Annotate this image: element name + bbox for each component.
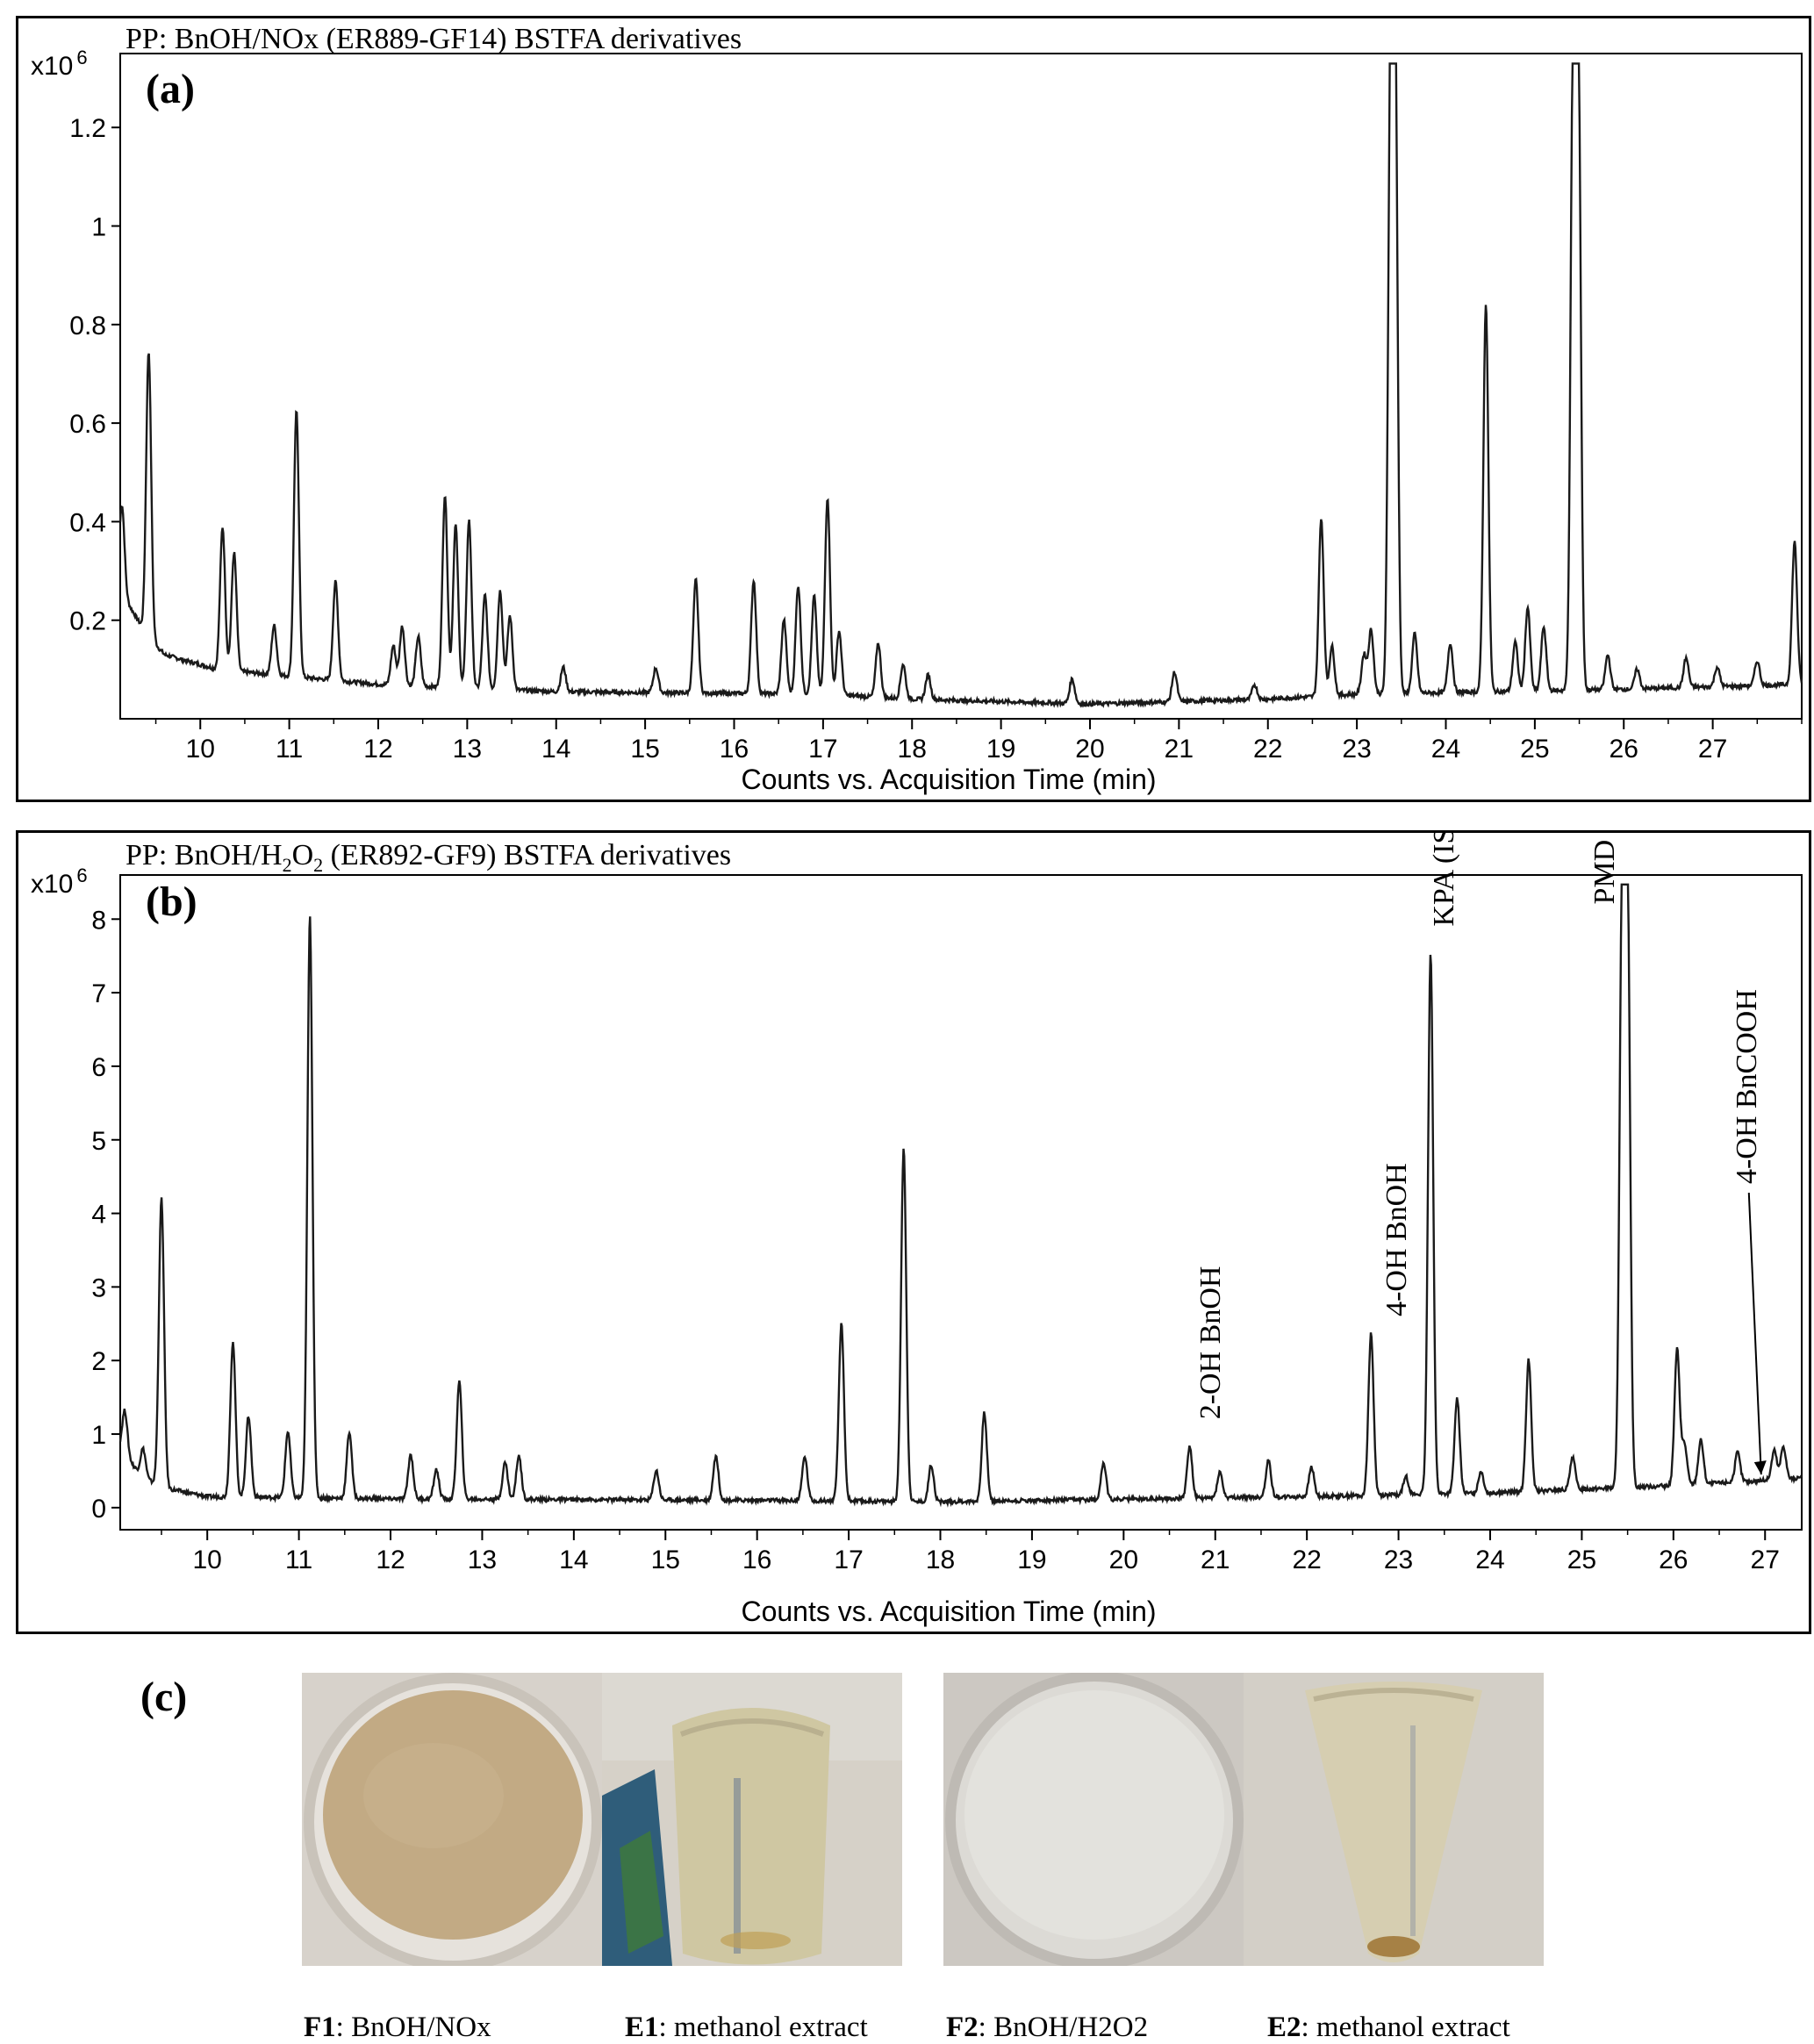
chart-b-x-tick-label: 27	[1751, 1546, 1780, 1574]
chart-b-x-tick-label: 13	[468, 1546, 497, 1574]
chart-a-x-tick-label: 11	[276, 735, 303, 764]
chart-b-y-tick-label: 0	[91, 1495, 106, 1524]
chart-a-y-tick-label: 1	[91, 213, 106, 242]
caption-e1: E1: methanol extract	[625, 2012, 868, 2043]
chart-b-x-tick-label: 11	[285, 1546, 312, 1574]
chart-b-x-tick-label: 12	[376, 1546, 405, 1574]
chart-a-x-tick-label: 16	[720, 735, 749, 764]
chart-a-x-tick-label: 21	[1165, 735, 1194, 764]
panel-c-label: (c)	[140, 1674, 188, 1720]
chart-a-y-multiplier: x10 6	[31, 47, 88, 81]
chart-b-annotation-label: 4-OH BnCOOH	[1731, 989, 1763, 1184]
chart-b-x-tick-label: 19	[1017, 1546, 1046, 1574]
photo-filter-f1	[302, 1673, 602, 1966]
chart-b-annotation-label: 2-OH BnOH	[1194, 1266, 1227, 1420]
chart-a-chromatogram-trace	[118, 62, 1803, 708]
chart-a-plot-frame	[119, 53, 1803, 720]
chart-b-x-tick-label: 20	[1109, 1546, 1138, 1574]
chart-a-x-tick-label: 12	[363, 735, 392, 764]
chromatogram-panel-b: PP: BnOH/H2O2 (ER892-GF9) BSTFA derivati…	[16, 785, 1811, 1634]
chart-b-annotation-label: PMD (IS)	[1588, 833, 1621, 905]
chart-a-x-tick-label: 15	[630, 735, 659, 764]
chart-a-x-tick-label: 22	[1253, 735, 1282, 764]
chart-b-y-tick-label: 5	[91, 1127, 106, 1156]
chart-a-title: PP: BnOH/NOx (ER889-GF14) BSTFA derivati…	[125, 23, 742, 55]
chart-a-x-tick-label: 13	[453, 735, 482, 764]
photo-extract-e1	[602, 1673, 902, 1966]
chart-b-y-tick-label: 4	[91, 1201, 106, 1230]
photo-extract-e2	[1244, 1673, 1544, 1966]
chart-a-y-tick-label: 0.8	[69, 312, 106, 341]
chart-a-y-tick-label: 0.2	[69, 607, 106, 636]
chart-a-x-tick-label: 10	[186, 735, 215, 764]
chart-a-svg: PP: BnOH/NOx (ER889-GF14) BSTFA derivati…	[31, 23, 1803, 795]
caption-f1: F1: BnOH/NOx	[304, 2012, 491, 2043]
chart-b-x-tick-label: 23	[1384, 1546, 1413, 1574]
chart-a-x-tick-label: 24	[1431, 735, 1460, 764]
photo-filter-f2	[943, 1673, 1244, 1966]
chart-b-panel-label: (b)	[146, 879, 197, 925]
chart-b-x-tick-label: 14	[559, 1546, 588, 1574]
chart-a-x-axis-label: Counts vs. Acquisition Time (min)	[741, 764, 1156, 795]
chart-a-panel-label: (a)	[146, 66, 195, 112]
chart-b-x-tick-label: 22	[1292, 1546, 1321, 1574]
chart-b-x-tick-label: 16	[742, 1546, 771, 1574]
chart-a-x-tick-label: 20	[1075, 735, 1104, 764]
caption-e2: E2: methanol extract	[1267, 2012, 1510, 2043]
chart-b-x-tick-label: 25	[1567, 1546, 1596, 1574]
chart-a-y-tick-label: 0.6	[69, 410, 106, 439]
chromatogram-panel-a: PP: BnOH/NOx (ER889-GF14) BSTFA derivati…	[16, 16, 1811, 802]
chart-b-tick-labels: 10 11 12 13 14 15 16 17 18 19 20 21 22 23 24 25 26 270123…	[91, 906, 1780, 1574]
chart-a-x-tick-label: 14	[541, 735, 570, 764]
chart-b-svg: PP: BnOH/H2O2 (ER892-GF9) BSTFA derivati…	[31, 785, 1803, 1627]
chart-a-x-tick-label: 26	[1610, 735, 1638, 764]
chart-a-x-tick-label: 27	[1698, 735, 1727, 764]
chart-a-x-tick-label: 17	[808, 735, 837, 764]
chart-b-y-tick-label: 7	[91, 979, 106, 1008]
chart-a-x-tick-label: 18	[898, 735, 927, 764]
chart-b-annotations: 2-OH BnOH 4-OH BnOH KPA (IS) PMD (IS) 4-OH B…	[1194, 785, 1767, 1475]
chart-b-annotation-label: 4-OH BnOH	[1380, 1163, 1413, 1316]
chart-a-x-tick-label: 19	[986, 735, 1015, 764]
chart-b-title: PP: BnOH/H2O2 (ER892-GF9) BSTFA derivati…	[125, 839, 731, 876]
chart-b-x-tick-label: 24	[1475, 1546, 1504, 1574]
chart-b-x-tick-label: 15	[651, 1546, 680, 1574]
chart-b-x-tick-label: 26	[1659, 1546, 1688, 1574]
chart-b-annotation-arrow	[1747, 1193, 1762, 1475]
caption-f2: F2: BnOH/H2O2	[946, 2012, 1149, 2043]
chart-b-y-tick-label: 2	[91, 1347, 106, 1376]
chart-b-x-axis-label: Counts vs. Acquisition Time (min)	[741, 1596, 1156, 1627]
chart-b-x-tick-label: 18	[926, 1546, 955, 1574]
chart-b-y-tick-label: 1	[91, 1421, 106, 1450]
chart-b-y-tick-label: 6	[91, 1053, 106, 1082]
chart-b-annotation-label: KPA (IS)	[1428, 833, 1460, 927]
chart-a-y-tick-label: 1.2	[69, 114, 106, 143]
chart-b-y-tick-label: 8	[91, 906, 106, 935]
chart-b-axes	[111, 874, 1803, 1540]
chart-a-tick-labels: 10 11 12 13 14 15 16 17 18 19 20 21 22 23 24 25 26 27 0.2 0…	[69, 114, 1727, 764]
chart-b-chromatogram-trace	[118, 883, 1803, 1508]
chart-b-x-tick-label: 10	[193, 1546, 222, 1574]
chart-b-y-multiplier: x10 6	[31, 864, 88, 899]
chart-b-x-tick-label: 21	[1201, 1546, 1230, 1574]
chart-b-plot-frame	[119, 874, 1803, 1531]
chart-a-y-tick-label: 0.4	[69, 508, 106, 537]
chart-b-x-tick-label: 17	[834, 1546, 863, 1574]
chart-b-y-tick-label: 3	[91, 1273, 106, 1302]
chart-b-annotation-arrowhead	[1753, 1460, 1767, 1475]
chart-a-axes	[111, 53, 1803, 729]
chart-a-x-tick-label: 23	[1342, 735, 1371, 764]
chart-a-x-tick-label: 25	[1520, 735, 1549, 764]
